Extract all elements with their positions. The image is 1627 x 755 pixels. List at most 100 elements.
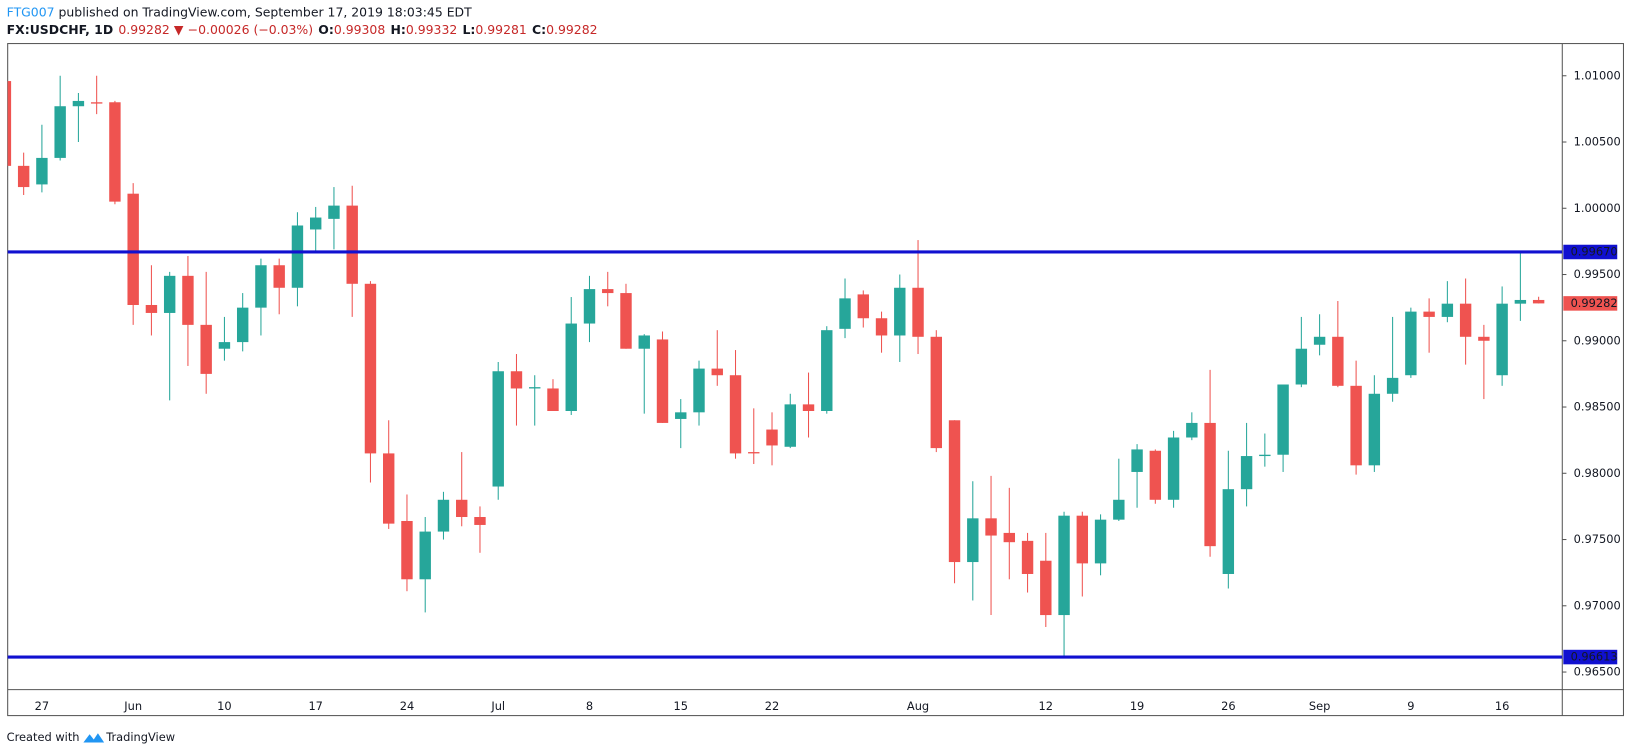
candle-body	[839, 298, 851, 329]
ohlc-value: 0.99281	[475, 22, 526, 37]
candle-body	[1496, 303, 1508, 376]
candle-body	[748, 452, 760, 454]
x-tick-label: 26	[1221, 699, 1236, 713]
brand-logo	[83, 733, 105, 743]
candle-body	[145, 304, 158, 313]
last-price-tag	[1563, 296, 1618, 311]
candle-body	[930, 336, 942, 449]
candle-body	[766, 429, 778, 446]
ohlc-key: L:	[462, 22, 475, 37]
candle-body	[620, 293, 632, 349]
candle-body	[547, 388, 559, 412]
candle-body	[383, 453, 395, 524]
candle-body	[218, 342, 231, 349]
author[interactable]: FTG007	[7, 4, 55, 19]
candle-body	[1204, 422, 1216, 547]
candle-body	[291, 225, 304, 288]
candle-body	[985, 518, 997, 536]
symbol-line: FX:USDCHF, 1D 0.99282 ▼ −0.00026 (−0.03%) O:…	[7, 22, 598, 37]
last-price-label: 0.99282	[1571, 296, 1618, 310]
candle-body	[1277, 384, 1289, 455]
candle-body	[1113, 499, 1125, 520]
candle-body	[1186, 422, 1198, 438]
candle-body	[729, 375, 742, 454]
candle-body	[1295, 348, 1308, 385]
candles	[7, 75, 1545, 658]
candle-body	[437, 499, 450, 532]
candle-body	[72, 100, 85, 107]
candle-body	[1459, 303, 1472, 337]
candle-body	[784, 404, 796, 447]
candle-body	[1478, 336, 1490, 341]
candle-body	[1514, 299, 1527, 304]
candle-body	[1313, 336, 1326, 345]
candle-body	[875, 318, 888, 336]
candle-body	[1040, 560, 1052, 616]
candle-body	[1332, 336, 1344, 386]
candle-body	[1021, 540, 1034, 574]
candle-body	[17, 165, 30, 188]
ohlc-value: 0.99332	[406, 22, 457, 37]
candle-body	[401, 520, 413, 580]
x-tick-label: 16	[1495, 699, 1510, 713]
candle-body	[309, 217, 322, 230]
x-tick-label: 15	[674, 699, 689, 713]
candle-body	[109, 102, 121, 202]
y-tick-label: 0.99000	[1574, 333, 1621, 347]
candle-body	[1423, 311, 1435, 317]
candle-body	[1149, 450, 1162, 500]
candle-body	[565, 323, 577, 412]
x-tick-label: 12	[1039, 699, 1054, 713]
y-tick-label: 0.97500	[1574, 532, 1621, 546]
price-tag-label: 0.99670	[1571, 244, 1618, 258]
candle-body	[1058, 515, 1070, 616]
candle-body	[328, 205, 340, 219]
ohlc-key: O:	[318, 22, 334, 37]
candle-body	[802, 404, 815, 412]
candle-body	[894, 287, 906, 336]
frame	[7, 43, 1624, 717]
candle-body	[236, 307, 249, 343]
candle-body	[857, 294, 869, 319]
price-tag	[1563, 244, 1618, 260]
candle-body	[1003, 532, 1016, 543]
x-tick-label: 10	[217, 699, 232, 713]
ohlc-value: 0.99282	[546, 22, 597, 37]
candle-body	[1532, 299, 1545, 304]
candle-body	[529, 387, 541, 389]
price-tag-label: 0.96613	[1571, 650, 1618, 664]
candle-body	[821, 330, 833, 412]
candle-body	[90, 102, 103, 104]
candle-body	[583, 289, 596, 324]
candle-body	[1131, 449, 1143, 472]
candle-body	[656, 339, 669, 423]
change-arrow: ▼	[174, 22, 184, 37]
candle-body	[638, 335, 650, 349]
x-tick-label: 9	[1407, 699, 1414, 713]
candle-body	[36, 157, 48, 185]
candle-body	[127, 193, 139, 305]
candle-body	[54, 106, 66, 158]
x-tick-label: 8	[586, 699, 593, 713]
change: −0.00026 (−0.03%)	[188, 22, 313, 37]
y-tick-label: 0.98000	[1574, 466, 1621, 480]
header-line: FTG007 published on TradingView.com, Sep…	[7, 4, 472, 19]
x-tick-label: 24	[400, 699, 414, 713]
candle-body	[1441, 303, 1454, 317]
candle-body	[912, 287, 924, 337]
candle-body	[675, 412, 687, 419]
candle-body	[163, 275, 176, 313]
x-tick-label: 19	[1130, 699, 1145, 713]
candle-body	[1167, 437, 1180, 500]
candle-body	[419, 531, 431, 580]
footer-brand[interactable]: TradingView	[105, 730, 175, 744]
candle-body	[200, 324, 212, 374]
candle-body	[510, 371, 523, 389]
last-price: 0.99282	[118, 22, 169, 37]
x-tick-label: Sep	[1309, 699, 1330, 713]
candle-body	[967, 518, 979, 563]
candle-body	[182, 275, 194, 325]
ohlc-key: H:	[390, 22, 405, 37]
